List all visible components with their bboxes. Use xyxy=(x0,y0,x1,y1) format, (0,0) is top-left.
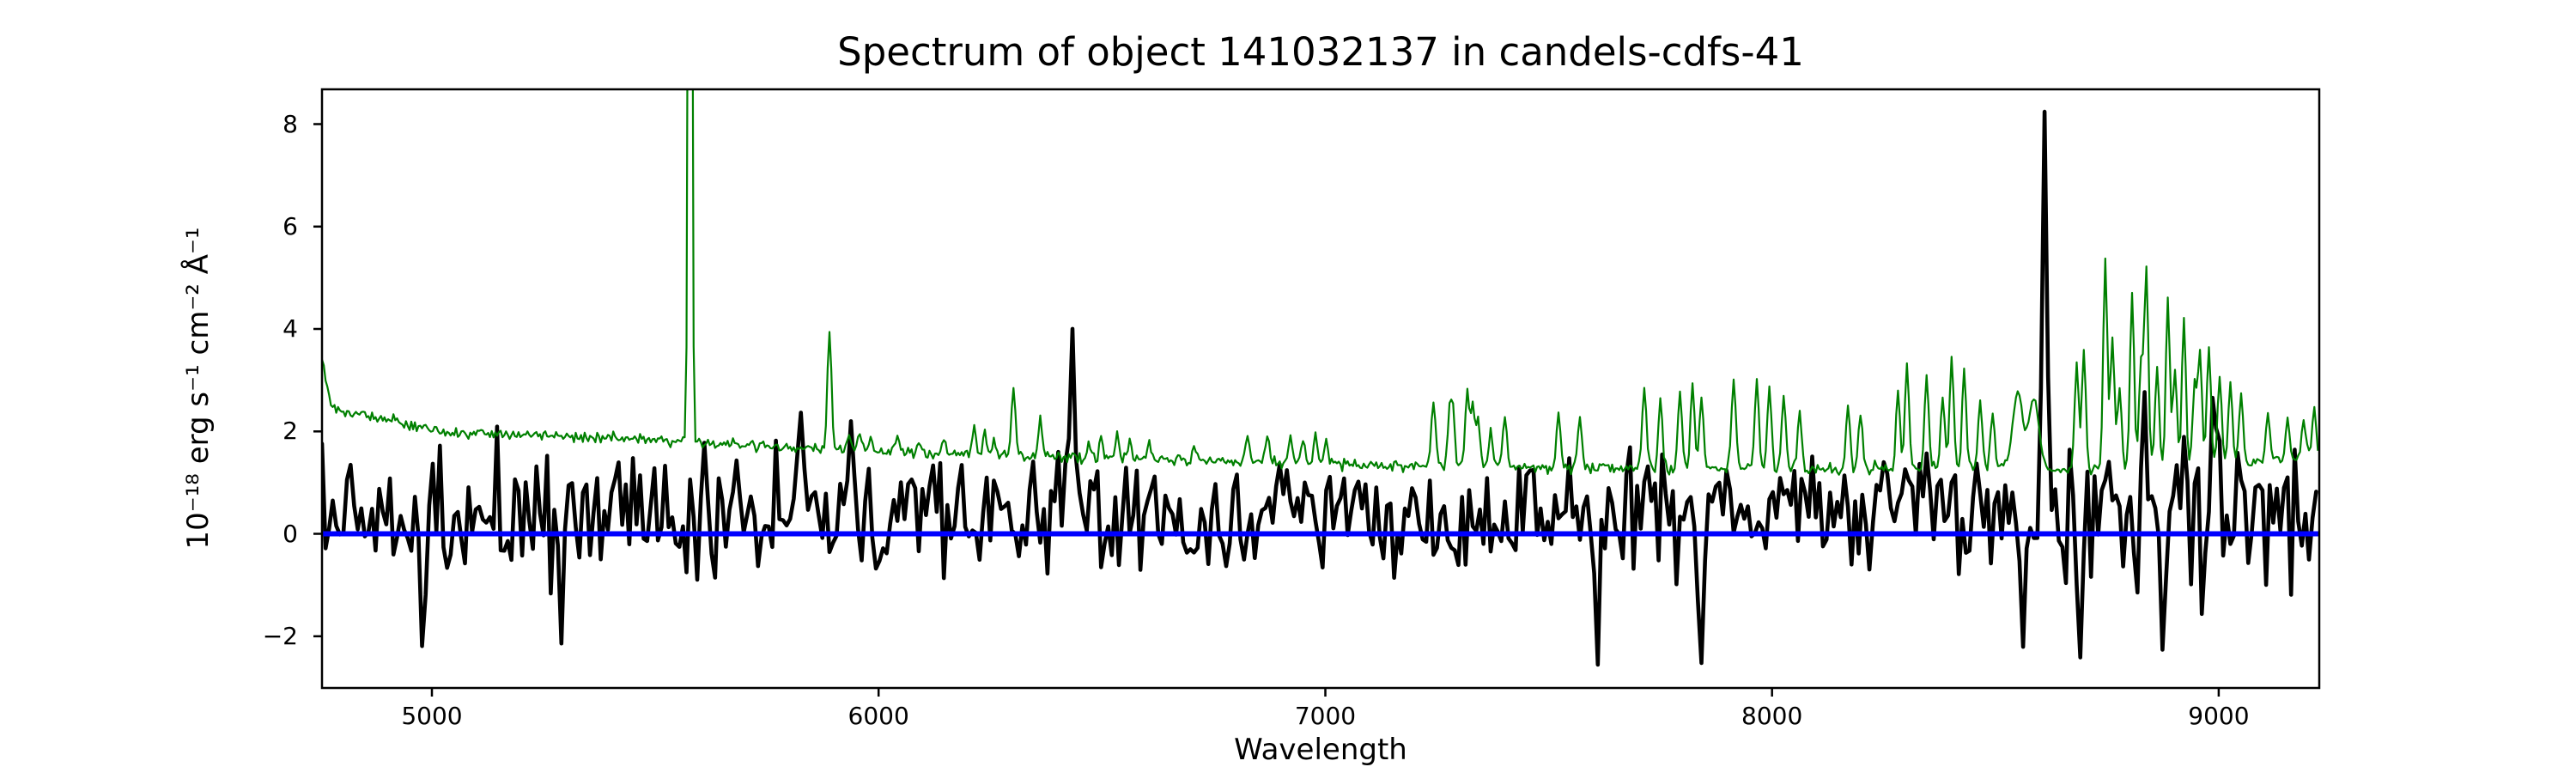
x-tick-label: 5000 xyxy=(401,702,463,730)
sky-noise-line xyxy=(322,89,2319,476)
chart-title: Spectrum of object 141032137 in candels-… xyxy=(837,29,1804,75)
y-tick-label: 8 xyxy=(283,109,298,138)
y-tick-label: 0 xyxy=(283,519,298,548)
y-tick-label: 6 xyxy=(283,211,298,240)
y-tick-label: 2 xyxy=(283,417,298,446)
x-tick-label: 8000 xyxy=(1741,702,1803,730)
y-tick-label: 4 xyxy=(283,314,298,344)
x-tick-label: 9000 xyxy=(2188,702,2250,730)
object-flux-line xyxy=(322,109,2318,667)
x-tick-label: 6000 xyxy=(848,702,909,730)
x-axis-label: Wavelength xyxy=(1234,733,1407,767)
y-tick-label: −2 xyxy=(262,621,298,650)
plot-border xyxy=(320,88,2321,690)
x-tick-label: 7000 xyxy=(1294,702,1357,730)
